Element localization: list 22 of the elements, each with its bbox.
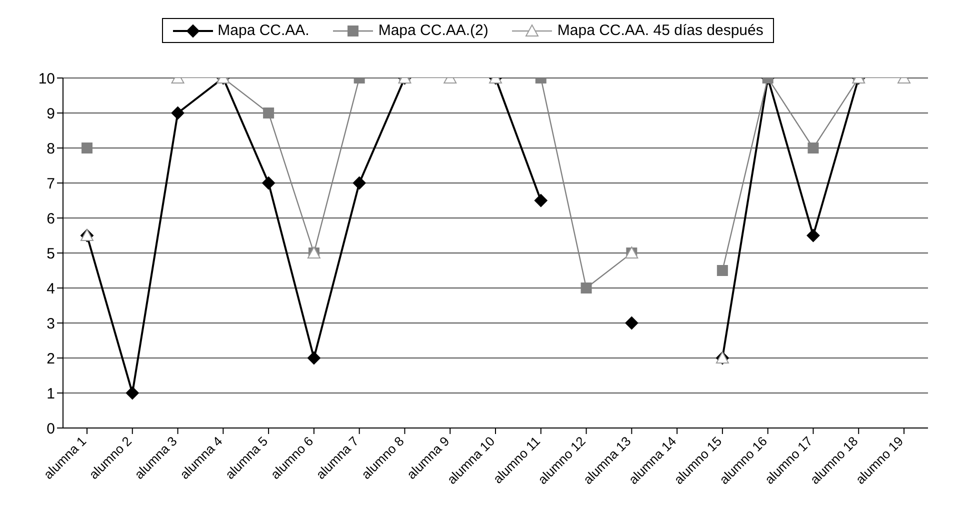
y-tick-label: 2 [46,350,55,368]
point [716,265,728,276]
point [534,194,548,207]
legend-label: Mapa CC.AA. [218,22,310,39]
y-tick-label: 0 [46,420,55,438]
y-tick-label: 5 [46,245,55,262]
y-tick-label: 3 [46,315,55,332]
point [625,316,638,330]
y-tick-label: 4 [46,280,55,298]
legend-label: Mapa CC.AA.(2) [378,22,488,39]
point [806,229,820,242]
point [580,282,592,294]
y-tick-label: 8 [46,140,55,158]
point [352,176,366,190]
y-tick-label: 9 [46,105,55,122]
point [307,352,320,364]
legend-label: Mapa CC.AA. 45 días después [557,22,764,39]
point [262,176,276,190]
y-tick-label: 7 [46,175,55,192]
y-tick-label: 1 [46,385,55,402]
y-tick-label: 10 [38,70,55,88]
y-tick-label: 6 [46,210,55,228]
